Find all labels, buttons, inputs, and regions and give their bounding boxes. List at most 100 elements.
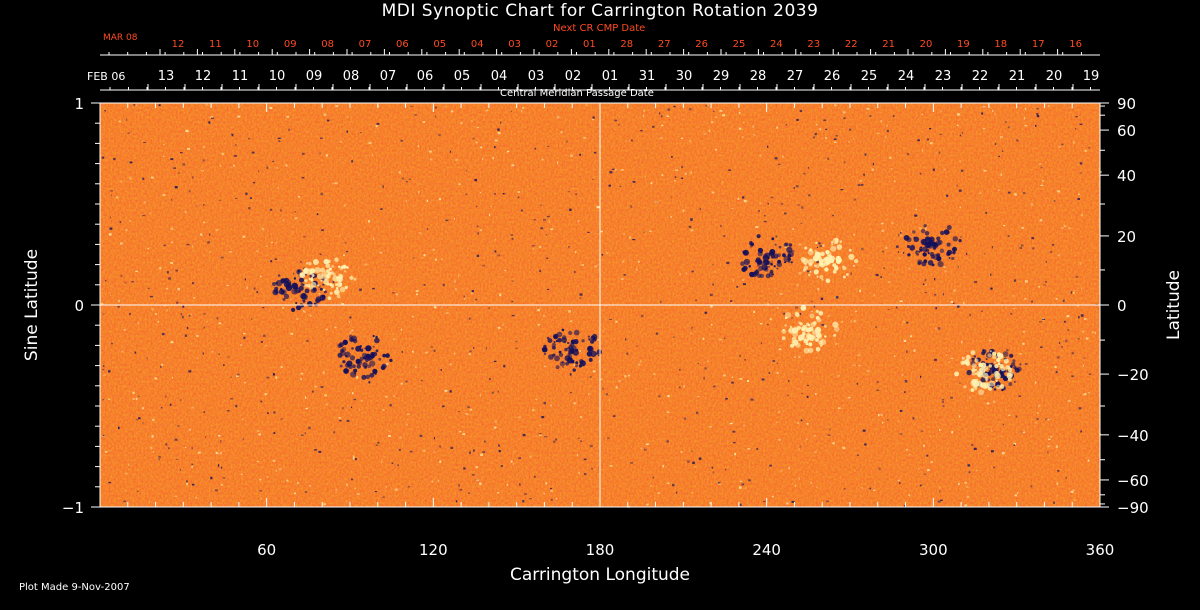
active-region-blob — [963, 385, 967, 389]
flux-speck — [1024, 107, 1026, 110]
flux-speck — [325, 328, 328, 331]
flux-speck — [784, 246, 788, 248]
flux-speck — [1016, 492, 1019, 495]
flux-speck — [368, 381, 371, 384]
flux-speck — [108, 370, 111, 373]
flux-speck — [637, 261, 640, 263]
flux-speck — [521, 110, 523, 112]
active-region-blob — [918, 250, 921, 253]
flux-speck — [510, 234, 514, 236]
flux-speck — [1066, 315, 1070, 318]
flux-speck — [280, 209, 283, 212]
flux-speck — [1024, 298, 1027, 300]
flux-speck — [351, 160, 354, 163]
active-region-blob — [823, 324, 827, 328]
active-region-blob — [762, 259, 766, 263]
active-region-blob — [773, 253, 779, 259]
active-region-blob — [966, 369, 972, 376]
flux-speck — [242, 235, 246, 238]
active-region-blob — [581, 339, 585, 343]
flux-speck — [798, 448, 800, 450]
active-region-blob — [824, 335, 827, 338]
active-region-blob — [1013, 365, 1017, 370]
active-region-blob — [291, 307, 296, 312]
flux-speck — [913, 349, 916, 352]
flux-speck — [827, 315, 830, 317]
active-region-blob — [1009, 353, 1014, 358]
flux-speck — [265, 344, 267, 347]
flux-speck — [180, 399, 182, 401]
flux-speck — [875, 273, 879, 277]
flux-speck — [784, 212, 787, 215]
flux-speck — [860, 184, 864, 186]
active-region-blob — [816, 255, 822, 261]
flux-speck — [513, 451, 516, 453]
flux-speck — [474, 178, 477, 182]
active-region-blob — [988, 380, 996, 387]
active-region-blob — [355, 345, 362, 352]
active-region-blob — [1005, 365, 1010, 370]
flux-speck — [258, 433, 262, 436]
flux-speck — [699, 457, 702, 460]
flux-speck — [515, 340, 518, 343]
flux-speck — [691, 327, 693, 330]
flux-speck — [675, 169, 679, 171]
flux-speck — [1006, 349, 1009, 352]
flux-speck — [102, 313, 105, 315]
active-region-blob — [322, 288, 326, 292]
flux-speck — [280, 418, 283, 420]
flux-speck — [569, 208, 572, 211]
flux-speck — [653, 373, 656, 375]
active-region-blob — [994, 361, 996, 364]
flux-speck — [835, 135, 838, 137]
flux-speck — [722, 374, 726, 377]
flux-speck — [838, 407, 841, 409]
flux-speck — [568, 191, 571, 193]
active-region-blob — [932, 242, 935, 246]
flux-speck — [195, 496, 198, 499]
flux-speck — [282, 307, 285, 309]
flux-speck — [924, 292, 927, 294]
flux-speck — [202, 159, 205, 162]
flux-speck — [257, 430, 260, 432]
flux-speck — [482, 264, 486, 267]
flux-speck — [902, 321, 905, 323]
flux-speck — [517, 196, 520, 199]
flux-speck — [776, 372, 779, 374]
flux-speck — [314, 449, 317, 451]
flux-speck — [1088, 373, 1092, 375]
flux-speck — [779, 470, 782, 472]
flux-speck — [950, 396, 953, 399]
flux-speck — [589, 376, 592, 378]
flux-speck — [886, 124, 888, 127]
active-region-blob — [965, 354, 971, 360]
flux-speck — [778, 410, 780, 414]
flux-speck — [800, 222, 803, 224]
flux-speck — [209, 233, 211, 236]
flux-speck — [431, 480, 434, 483]
flux-speck — [188, 315, 191, 317]
flux-speck — [138, 395, 140, 397]
flux-speck — [196, 357, 198, 359]
active-region-negative — [903, 224, 962, 268]
active-region-blob — [946, 242, 951, 247]
flux-speck — [308, 426, 311, 430]
flux-speck — [497, 132, 501, 135]
flux-speck — [600, 378, 602, 381]
active-region-blob — [843, 275, 846, 279]
flux-speck — [556, 116, 560, 119]
flux-speck — [837, 374, 840, 377]
active-region-blob — [923, 259, 928, 264]
flux-speck — [218, 199, 222, 201]
flux-speck — [468, 317, 471, 320]
flux-speck — [162, 155, 165, 157]
flux-speck — [650, 484, 652, 487]
flux-speck — [934, 278, 936, 281]
flux-speck — [1013, 444, 1015, 446]
flux-speck — [660, 300, 662, 304]
active-region-blob — [336, 294, 341, 299]
flux-speck — [749, 246, 753, 248]
flux-speck — [256, 291, 258, 293]
active-region-blob — [834, 237, 839, 242]
flux-speck — [468, 492, 470, 494]
